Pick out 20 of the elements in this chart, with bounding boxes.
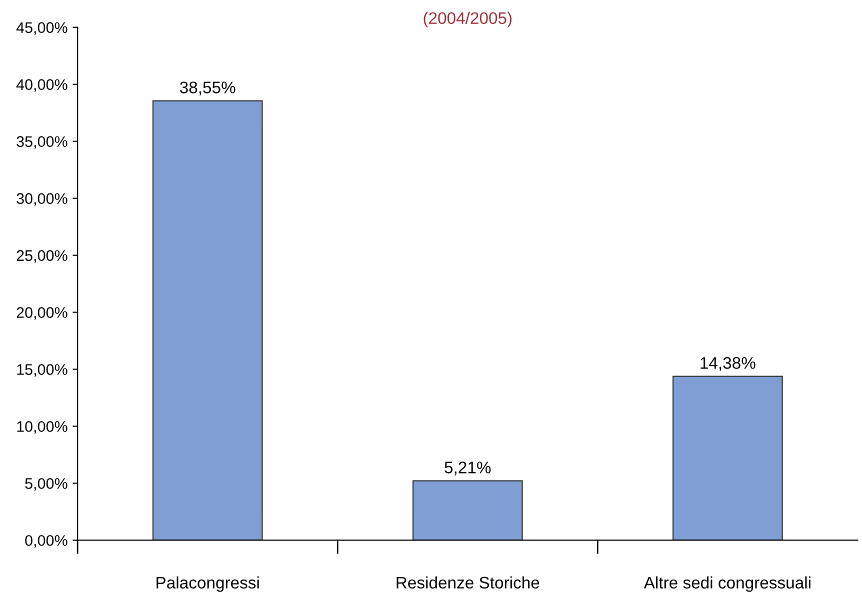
y-tick-label: 35,00%	[16, 136, 68, 149]
data-label: 5,21%	[444, 462, 491, 476]
y-tick-label: 40,00%	[16, 79, 68, 92]
x-tick-label: Residenze Storiche	[396, 576, 540, 589]
y-tick-label: 25,00%	[16, 250, 68, 263]
y-tick-label: 5,00%	[25, 478, 68, 491]
y-tick-label: 0,00%	[25, 535, 68, 548]
chart-title: (2004/2005)	[424, 12, 512, 28]
y-tick-label: 15,00%	[17, 364, 68, 377]
x-tick-label: Altre sedi congressuali	[644, 576, 810, 592]
data-label: 38,55%	[180, 82, 236, 96]
y-tick-label: 45,00%	[16, 22, 68, 35]
bar	[672, 376, 783, 540]
x-tick-label: Palacongressi	[156, 576, 259, 592]
data-label: 14,38%	[700, 357, 756, 371]
bar	[412, 480, 523, 540]
y-tick-label: 20,00%	[16, 307, 68, 320]
y-tick-label: 30,00%	[16, 193, 68, 206]
bar	[152, 100, 263, 540]
y-tick-label: 10,00%	[17, 421, 68, 434]
